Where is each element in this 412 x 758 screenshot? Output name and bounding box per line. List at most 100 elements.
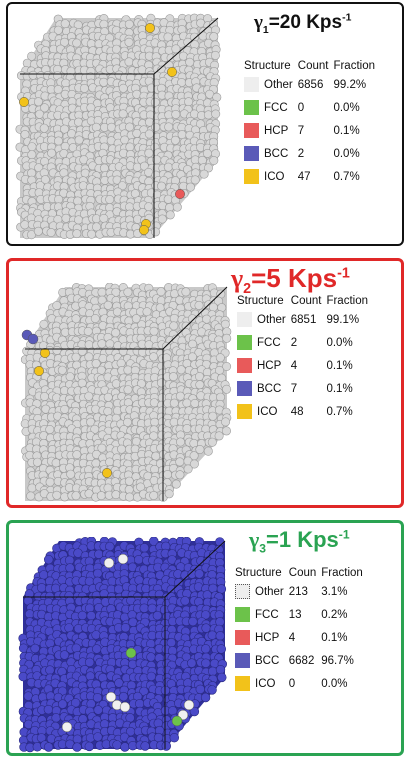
row-name: HCP [264, 124, 289, 137]
panel-gamma2: γ2=5 Kps-1 Structure Count Fraction Othe… [6, 258, 404, 508]
row-fraction: 0.1% [326, 382, 353, 395]
row-fraction: 99.1% [326, 313, 360, 326]
row-fraction: 99.2% [333, 78, 367, 91]
table-row: HCP 7 0.1% [244, 121, 380, 144]
row-fraction: 0.0% [321, 677, 348, 690]
header-structure: Structure [237, 295, 284, 307]
structure-table: Structure Count Fraction Other 6856 99.2% … [244, 60, 380, 190]
table-row: BCC 2 0.0% [244, 144, 380, 167]
row-count: 0 [288, 677, 296, 690]
row-count: 6851 [290, 313, 317, 326]
row-fraction: 0.2% [321, 608, 348, 621]
table-row: HCP 4 0.1% [235, 628, 368, 651]
row-count: 47 [297, 170, 311, 183]
panel-gamma3: γ3=1 Kps-1 Structure Coun Fraction Other… [6, 520, 404, 756]
title-subscript: 3 [259, 541, 267, 556]
row-name: HCP [255, 631, 280, 644]
table-row: FCC 0 0.0% [244, 98, 380, 121]
row-name: BCC [255, 654, 280, 667]
row-count: 13 [288, 608, 302, 621]
header-fraction: Fraction [321, 567, 363, 579]
row-fraction: 0.0% [326, 336, 353, 349]
row-count: 2 [290, 336, 298, 349]
panel-title: γ3=1 Kps-1 [249, 527, 350, 555]
row-count: 6682 [288, 654, 315, 667]
row-count: 48 [290, 405, 304, 418]
table-row: Other 6856 99.2% [244, 75, 380, 98]
row-fraction: 3.1% [321, 585, 348, 598]
table-row: FCC 2 0.0% [237, 333, 373, 356]
atom-cube-render [18, 537, 228, 753]
header-count: Coun [288, 567, 317, 579]
swatch-fcc [244, 100, 259, 115]
row-name: Other [257, 313, 286, 326]
swatch-ico [235, 676, 250, 691]
panel-title: γ2=5 Kps-1 [231, 263, 350, 297]
row-count: 4 [290, 359, 298, 372]
table-row: Other 6851 99.1% [237, 310, 373, 333]
title-superscript: -1 [342, 12, 352, 24]
structure-table: Structure Count Fraction Other 6851 99.1% … [237, 295, 373, 425]
swatch-hcp [235, 630, 250, 645]
row-name: BCC [257, 382, 282, 395]
row-fraction: 0.1% [326, 359, 353, 372]
swatch-other [235, 584, 250, 599]
atom-cube-render [20, 283, 232, 502]
table-row: ICO 0 0.0% [235, 674, 368, 697]
row-count: 7 [297, 124, 305, 137]
header-fraction: Fraction [333, 60, 375, 72]
swatch-bcc [235, 653, 250, 668]
title-text: =1 Kps [266, 527, 339, 552]
title-text: =20 Kps [268, 12, 343, 33]
row-name: Other [255, 585, 284, 598]
row-fraction: 0.7% [326, 405, 353, 418]
row-name: FCC [257, 336, 281, 349]
table-row: Other 213 3.1% [235, 582, 368, 605]
row-count: 213 [288, 585, 308, 598]
row-fraction: 0.0% [333, 101, 360, 114]
header-fraction: Fraction [326, 295, 368, 307]
row-count: 2 [297, 147, 305, 160]
structure-table: Structure Coun Fraction Other 213 3.1% FCC… [235, 567, 368, 697]
panel-title: γ1=20 Kps-1 [254, 12, 351, 36]
swatch-bcc [244, 146, 259, 161]
row-name: ICO [255, 677, 276, 690]
table-row: ICO 47 0.7% [244, 167, 380, 190]
swatch-other [237, 312, 252, 327]
row-name: FCC [264, 101, 288, 114]
title-subscript: 1 [262, 24, 269, 36]
swatch-hcp [244, 123, 259, 138]
swatch-fcc [235, 607, 250, 622]
row-name: ICO [264, 170, 285, 183]
swatch-hcp [237, 358, 252, 373]
row-name: BCC [264, 147, 289, 160]
row-count: 4 [288, 631, 296, 644]
row-fraction: 0.1% [321, 631, 348, 644]
row-name: Other [264, 78, 293, 91]
swatch-fcc [237, 335, 252, 350]
panel-gamma1: γ1=20 Kps-1 Structure Count Fraction Oth… [6, 2, 404, 246]
row-name: HCP [257, 359, 282, 372]
row-count: 6856 [297, 78, 324, 91]
row-fraction: 0.1% [333, 124, 360, 137]
table-row: BCC 7 0.1% [237, 379, 373, 402]
swatch-bcc [237, 381, 252, 396]
row-name: FCC [255, 608, 279, 621]
row-count: 0 [297, 101, 305, 114]
row-name: ICO [257, 405, 278, 418]
row-count: 7 [290, 382, 298, 395]
header-structure: Structure [235, 567, 282, 579]
title-subscript: 2 [243, 281, 252, 298]
row-fraction: 0.0% [333, 147, 360, 160]
table-row: ICO 48 0.7% [237, 402, 373, 425]
table-row: HCP 4 0.1% [237, 356, 373, 379]
swatch-ico [244, 169, 259, 184]
title-symbol: γ [249, 527, 260, 552]
swatch-ico [237, 404, 252, 419]
title-text: =5 Kps [251, 263, 338, 293]
title-superscript: -1 [338, 527, 350, 542]
row-fraction: 0.7% [333, 170, 360, 183]
header-structure: Structure [244, 60, 291, 72]
title-symbol: γ [254, 12, 263, 33]
table-row: FCC 13 0.2% [235, 605, 368, 628]
